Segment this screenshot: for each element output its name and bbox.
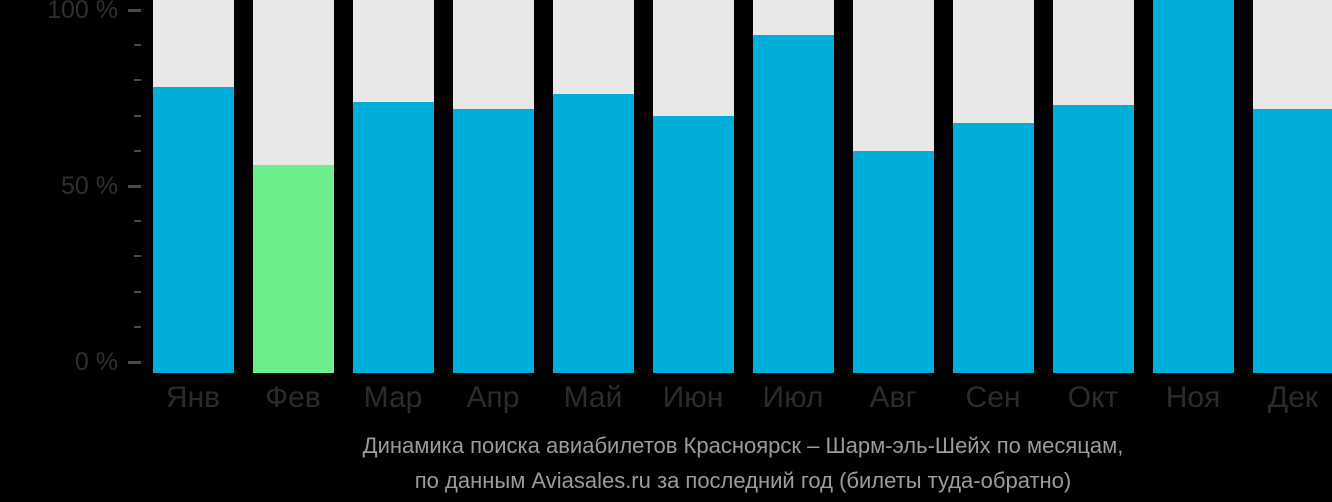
x-axis-label-9: Сен	[965, 381, 1021, 414]
chart-title-line-2: по данным Aviasales.ru за последний год …	[414, 468, 1072, 493]
bar-column-9	[943, 0, 1043, 373]
bar-4	[452, 109, 534, 373]
bar-12	[1252, 109, 1332, 373]
bar-column-8	[843, 0, 943, 373]
bar-column-11	[1143, 0, 1243, 373]
bar-11	[1152, 0, 1234, 373]
y-tick-70	[134, 115, 141, 117]
x-axis-label-3: Мар	[363, 381, 423, 414]
x-axis-label-7: Июл	[762, 381, 824, 414]
bar-3	[352, 102, 434, 373]
bar-9	[952, 123, 1034, 373]
bar-10	[1052, 105, 1134, 373]
bar-column-4	[443, 0, 543, 373]
x-axis-label-11: Ноя	[1165, 381, 1221, 414]
y-tick-40	[134, 220, 141, 222]
y-axis-label-100: 100 %	[47, 0, 118, 24]
bar-7	[752, 35, 834, 373]
x-axis-label-12: Дек	[1267, 381, 1319, 414]
y-tick-0	[128, 361, 141, 364]
chart-title-line-1: Динамика поиска авиабилетов Красноярск –…	[362, 433, 1124, 458]
y-tick-50	[128, 185, 141, 188]
bar-column-3	[343, 0, 443, 373]
x-axis-label-6: Июн	[662, 381, 724, 414]
bar-1	[152, 87, 234, 373]
plot-area	[143, 0, 1332, 373]
y-tick-30	[134, 255, 141, 257]
bar-column-10	[1043, 0, 1143, 373]
x-axis-label-2: Фев	[265, 381, 321, 414]
y-axis-label-0: 0 %	[74, 348, 118, 376]
y-tick-60	[134, 150, 141, 152]
bar-column-6	[643, 0, 743, 373]
chart-title: Динамика поиска авиабилетов Красноярск –…	[143, 428, 1332, 498]
x-axis-label-8: Авг	[869, 381, 917, 414]
bar-column-7	[743, 0, 843, 373]
bar-2	[252, 165, 334, 373]
x-axis-label-1: Янв	[165, 381, 221, 414]
bar-column-2	[243, 0, 343, 373]
y-tick-90	[134, 44, 141, 46]
bar-5	[552, 94, 634, 373]
y-axis-label-50: 50 %	[61, 172, 118, 200]
y-tick-80	[134, 79, 141, 81]
y-tick-20	[134, 291, 141, 293]
bar-8	[852, 151, 934, 373]
bar-column-1	[143, 0, 243, 373]
bar-6	[652, 116, 734, 373]
bar-column-5	[543, 0, 643, 373]
y-tick-100	[128, 9, 141, 12]
bar-column-12	[1243, 0, 1332, 373]
x-axis-label-10: Окт	[1067, 381, 1119, 414]
x-axis-label-4: Апр	[466, 381, 520, 414]
x-axis-label-5: Май	[563, 381, 623, 414]
x-axis: Янв Фев Мар Апр Май Июн Июл Авг Сен Окт Ноя Дек	[143, 381, 1332, 414]
y-tick-10	[134, 326, 141, 328]
